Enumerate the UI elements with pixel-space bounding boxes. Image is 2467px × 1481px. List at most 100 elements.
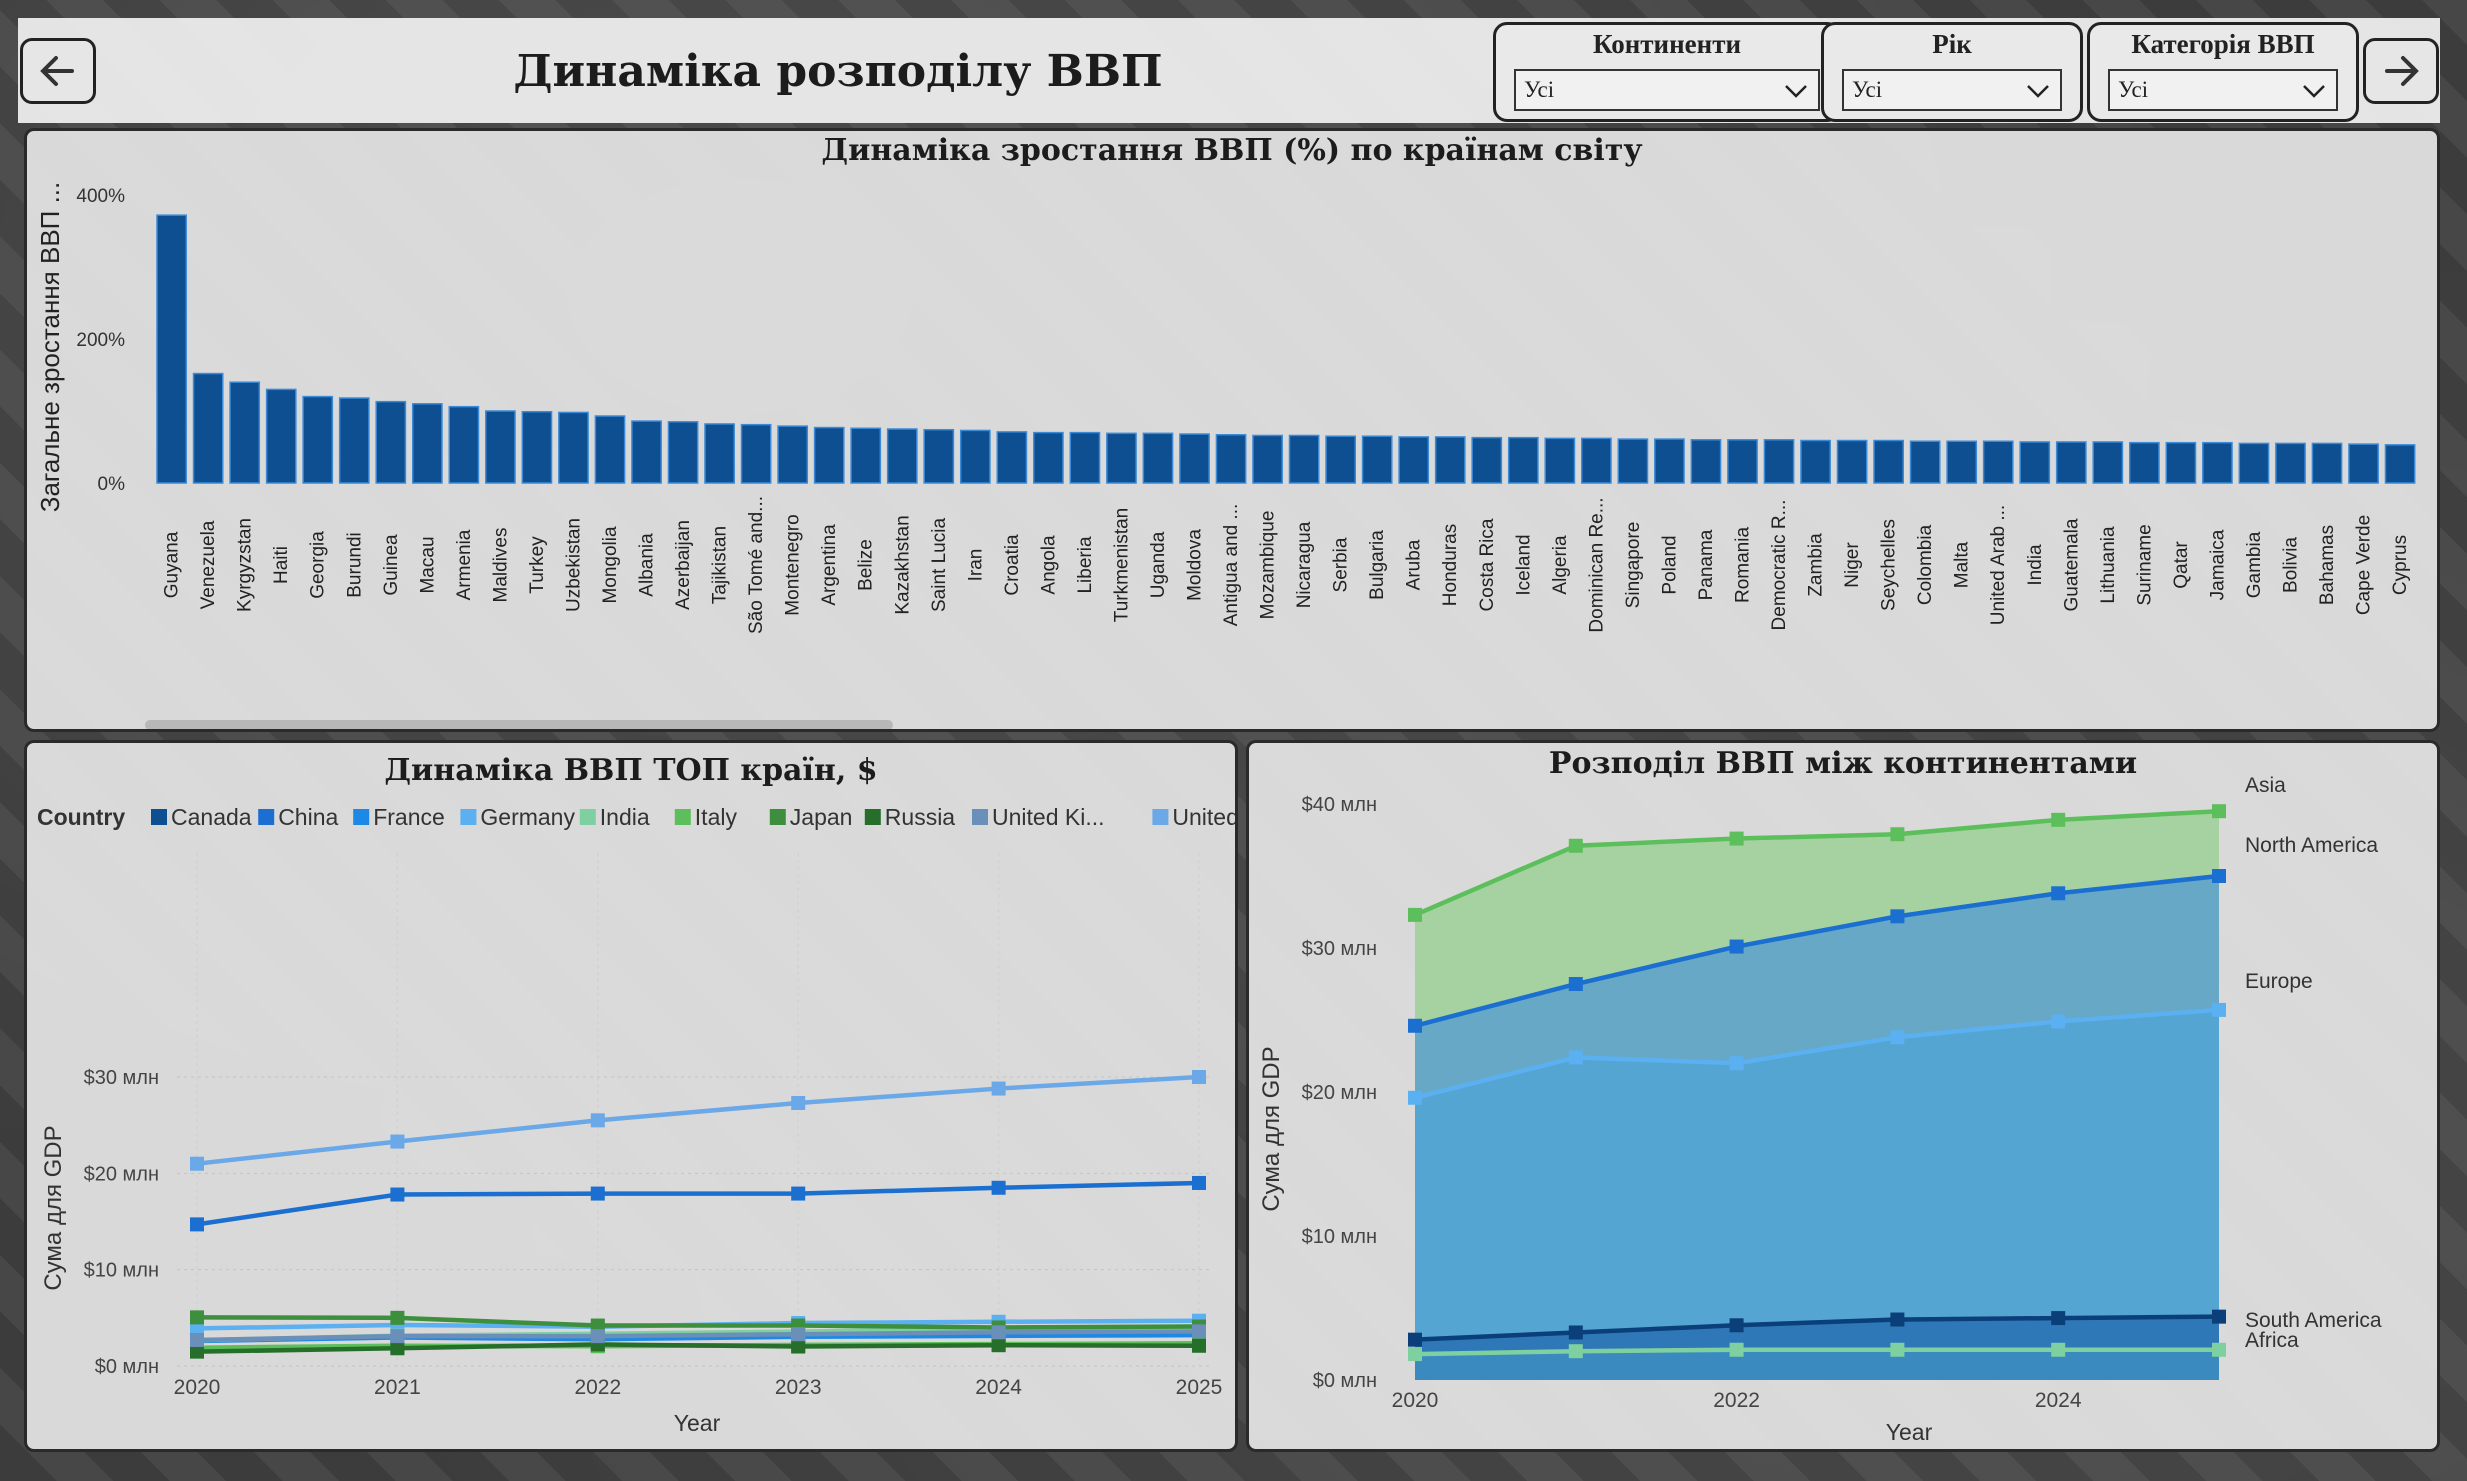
continents-panel: Розподіл ВВП між континентами $0 млн $10 …	[1246, 740, 2440, 1452]
bar	[886, 428, 918, 484]
data-point	[1408, 1347, 1422, 1362]
data-point	[1192, 1324, 1206, 1339]
gdp-growth-chart: 0% 200% 400% Загальне зростання ВВП ... Guya…	[35, 182, 2416, 730]
data-point	[190, 1310, 204, 1325]
x-tick-label: 2022	[1713, 1389, 1760, 1412]
data-point	[390, 1134, 405, 1149]
bar	[485, 410, 516, 484]
arrow-left-icon	[40, 56, 74, 86]
series-label: Europe	[2245, 970, 2313, 993]
x-tick-label: Iran	[965, 549, 986, 582]
data-point	[1408, 1090, 1422, 1105]
series-label: South America	[2245, 1309, 2382, 1332]
bar	[850, 427, 882, 484]
bar	[1727, 439, 1758, 484]
bar	[777, 425, 809, 484]
x-tick-label: Turkmenistan	[1111, 508, 1132, 622]
year-select-value: Усі	[1852, 77, 1883, 102]
bar	[1361, 435, 1393, 484]
y-axis-label: Сума для GDP	[40, 1125, 67, 1290]
x-tick-label: 2025	[1176, 1376, 1223, 1399]
continents-title: Розподіл ВВП між континентами	[1548, 746, 2138, 781]
series-line	[196, 1315, 1200, 1330]
data-point	[1890, 1312, 1905, 1327]
data-point	[1408, 907, 1422, 922]
x-axis-label: Year	[674, 1410, 721, 1436]
x-tick-label: Saint Lucia	[929, 518, 950, 612]
x-tick-label: Cyprus	[2390, 535, 2411, 595]
data-point	[2051, 1342, 2066, 1357]
legend-swatch	[579, 809, 596, 825]
x-tick-label: Aruba	[1404, 539, 1425, 590]
bar	[2019, 441, 2051, 484]
gdp-category-select[interactable]: Усі	[2108, 69, 2338, 111]
bar	[1654, 438, 1685, 484]
x-tick-label: Montenegro	[783, 514, 804, 615]
x-tick-label: Colombia	[1915, 524, 1936, 605]
bar	[1507, 436, 1539, 484]
continents-select[interactable]: Усі	[1514, 69, 1820, 111]
year-select[interactable]: Усі	[1842, 69, 2062, 111]
y-tick-label: $0 млн	[1313, 1370, 1377, 1392]
data-point	[190, 1344, 204, 1359]
series-line	[196, 1342, 1200, 1354]
series-line	[1414, 873, 2220, 1028]
x-tick-label: São Tomé and...	[746, 496, 767, 634]
back-button[interactable]	[20, 38, 96, 104]
data-point	[1568, 838, 1583, 853]
data-point	[791, 1186, 806, 1201]
bar	[1252, 434, 1283, 484]
bar	[667, 421, 699, 484]
y-tick-label: $20 млн	[1302, 1082, 1377, 1104]
data-point	[1192, 1070, 1206, 1084]
x-tick-label: 2022	[574, 1376, 621, 1399]
data-point	[390, 1329, 405, 1344]
legend-swatch	[769, 809, 786, 825]
x-tick-label: Gambia	[2244, 531, 2265, 598]
data-point	[1890, 909, 1905, 924]
x-tick-label: Honduras	[1440, 524, 1461, 606]
bar	[375, 400, 407, 484]
data-point	[190, 1332, 204, 1347]
x-tick-label: Uzbekistan	[563, 518, 584, 612]
series-label: Africa	[2245, 1329, 2299, 1352]
data-point	[590, 1318, 605, 1333]
legend-item: India	[600, 804, 650, 830]
data-point	[791, 1339, 806, 1354]
bar	[2128, 441, 2160, 484]
legend-item: United St...	[1172, 804, 1235, 830]
x-tick-label: Suriname	[2134, 524, 2155, 605]
bar	[1909, 440, 1941, 484]
legend-swatch	[674, 809, 691, 825]
bar	[959, 429, 991, 484]
x-tick-label: Cape Verde	[2354, 515, 2375, 615]
bar	[2165, 441, 2197, 484]
horizontal-scrollbar[interactable]	[145, 720, 893, 730]
x-tick-label: Poland	[1659, 535, 1680, 594]
data-point	[390, 1341, 405, 1356]
forward-button[interactable]	[2363, 38, 2439, 104]
series-label: North America	[2245, 834, 2378, 857]
x-tick-label: Bolivia	[2280, 537, 2301, 593]
x-axis-label: Year	[1886, 1419, 1933, 1445]
data-point	[1729, 1056, 1744, 1071]
x-tick-label: Costa Rica	[1477, 518, 1498, 611]
gdp-growth-panel: Динаміка зростання ВВП (%) по країнам св…	[24, 128, 2440, 732]
x-tick-label: Macau	[417, 536, 438, 593]
bar	[521, 410, 553, 484]
data-point	[1192, 1338, 1206, 1353]
data-point	[2051, 1014, 2066, 1029]
data-point	[791, 1096, 806, 1111]
bar	[411, 403, 443, 484]
bar	[631, 420, 662, 484]
x-tick-label: Nicaragua	[1294, 521, 1315, 608]
data-point	[991, 1338, 1006, 1353]
data-point	[190, 1156, 204, 1171]
x-tick-label: Uganda	[1148, 531, 1169, 598]
top-countries-title: Динаміка ВВП ТОП країн, $	[384, 753, 878, 788]
data-point	[1408, 1332, 1422, 1347]
x-tick-label: Serbia	[1331, 537, 1352, 592]
x-tick-label: 2023	[775, 1376, 822, 1399]
y-axis-label: Сума для GDP	[1258, 1046, 1285, 1211]
bar	[2092, 441, 2124, 484]
